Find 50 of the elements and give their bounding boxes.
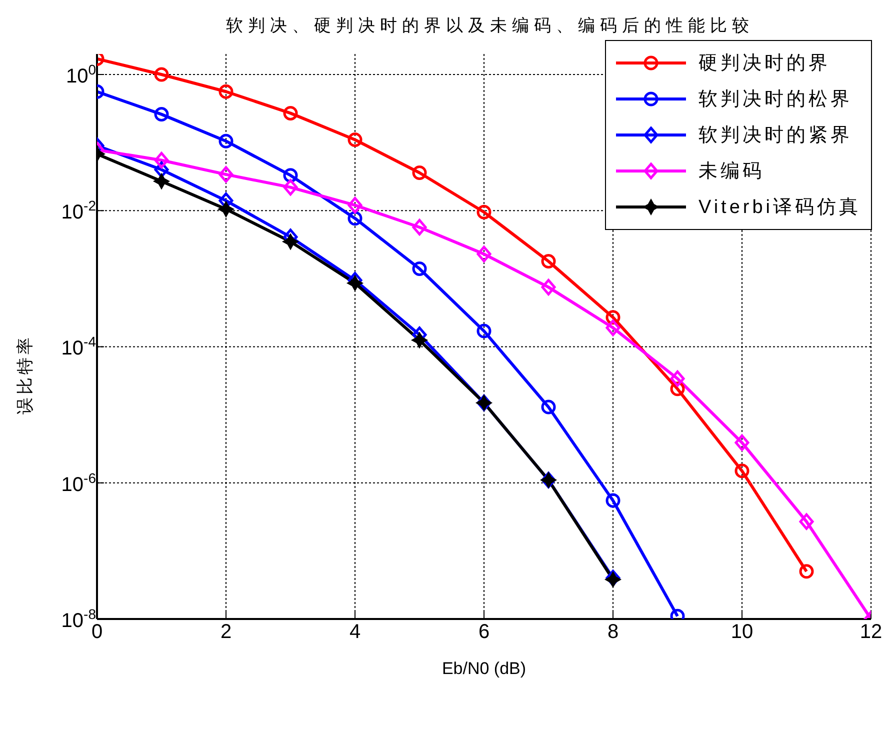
point xyxy=(154,67,169,82)
chart-title: 软判决、硬判决时的界以及未编码、编码后的性能比较 xyxy=(225,15,755,37)
legend-label: 未编码 xyxy=(698,160,764,184)
legend-label: 软判决时的紧界 xyxy=(698,124,852,148)
point xyxy=(348,211,362,226)
legend-label: Viterbi译码仿真 xyxy=(698,196,861,220)
x-tick-label: 8 xyxy=(607,621,619,644)
point xyxy=(734,434,750,451)
point xyxy=(541,254,556,269)
y-tick-label: 10$^{-6}$ xyxy=(61,470,96,496)
point xyxy=(412,166,427,180)
point xyxy=(799,513,814,530)
point xyxy=(218,166,234,183)
legend-label: 软判决时的松界 xyxy=(698,88,852,112)
y-tick-label: 10$^{0}$ xyxy=(66,61,96,88)
x-tick-label: 12 xyxy=(860,621,882,644)
point xyxy=(218,84,234,99)
point xyxy=(734,464,750,478)
x-tick-label: 10 xyxy=(730,621,754,644)
point xyxy=(154,107,169,122)
x-axis-title: Eb/N0 (dB) xyxy=(442,659,526,678)
point xyxy=(670,370,685,387)
legend-label: 硬判决时的界 xyxy=(698,52,830,76)
point xyxy=(412,332,428,348)
point xyxy=(476,324,492,338)
y-tick-label: 10$^{-4}$ xyxy=(61,334,96,360)
x-tick-label: 4 xyxy=(349,621,361,644)
point xyxy=(283,106,298,120)
point xyxy=(412,218,427,236)
point xyxy=(606,493,620,508)
point xyxy=(799,564,814,579)
point xyxy=(606,320,620,336)
point xyxy=(541,278,556,296)
y-tick-label: 10$^{-2}$ xyxy=(61,198,96,224)
point xyxy=(282,234,298,250)
point xyxy=(347,275,363,291)
point xyxy=(541,400,556,414)
point xyxy=(218,134,234,148)
point xyxy=(412,261,427,276)
point xyxy=(476,204,492,220)
point xyxy=(348,196,362,214)
x-tick-label: 2 xyxy=(220,621,232,644)
point xyxy=(283,179,298,196)
point xyxy=(154,174,170,190)
y-axis-title: 误比特率 xyxy=(14,334,36,416)
point xyxy=(154,152,169,168)
point xyxy=(476,246,492,262)
point xyxy=(218,201,234,217)
x-tick-label: 6 xyxy=(478,621,490,644)
point xyxy=(348,132,362,147)
